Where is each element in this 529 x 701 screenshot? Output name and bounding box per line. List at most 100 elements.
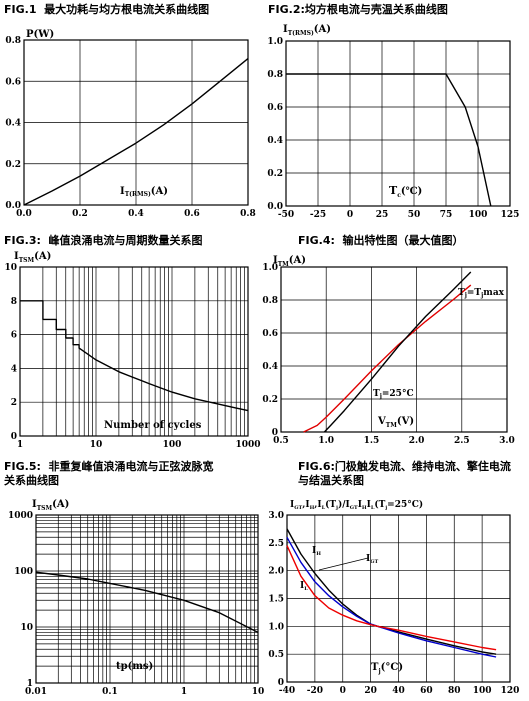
fig1-ylabel: P(W)	[26, 29, 54, 40]
fig5-ytick-label: 10	[20, 623, 33, 633]
fig4-ytick-label: 0.8	[262, 296, 278, 306]
fig6-leader-igt	[318, 557, 369, 571]
fig3-ytick-label: 8	[11, 297, 17, 307]
fig2-chart: -50 -25 0 25 50 75 100 125 0.0 0.2 0.4 0.6 0.8 1.0	[267, 37, 519, 220]
fig1-ytick-label: 0.8	[5, 36, 21, 46]
fig5-xtick-label: 0.1	[102, 687, 118, 697]
fig2-ytick-label: 1.0	[267, 37, 283, 47]
fig5-series-0-line	[35, 571, 259, 634]
fig4-xtick-label: 2.5	[454, 436, 470, 446]
fig6-label-il: IL	[300, 581, 308, 592]
fig1-frame	[23, 39, 249, 206]
fig5-xtick-label: 10	[252, 687, 265, 697]
fig4-xtick-label: 1.0	[318, 436, 334, 446]
fig6-ytick-label: 2.0	[268, 567, 284, 577]
fig2-xtick-label: 25	[376, 210, 389, 220]
fig4-series-0-line	[303, 284, 472, 433]
fig1-xtick-label: 0.2	[72, 209, 88, 219]
fig6-series-2-line	[286, 545, 497, 651]
fig6-label-igt: IGT	[366, 554, 378, 565]
fig3-xlabel: Number of cycles	[104, 420, 202, 431]
fig3-frame	[19, 266, 249, 437]
fig6-ylabel: IGT,IH,IL(Tj)/IGTIHIL(Tj=25°C)	[290, 499, 423, 511]
fig6-xtick-label: 20	[364, 686, 377, 696]
fig1-xtick-label: 0.6	[184, 209, 200, 219]
fig1-ytick-label: 0.4	[5, 119, 21, 129]
fig6-ytick-label: 2.5	[268, 539, 284, 549]
fig2-xtick-label: 125	[501, 210, 520, 220]
fig2-ytick-label: 0.8	[267, 70, 283, 80]
fig6-xlabel: Tj(°C)	[371, 662, 403, 675]
fig3-chart: 1 10 100 1000 0 2 4 6 8 10	[4, 263, 260, 450]
fig6-ytick-label: 0	[278, 678, 284, 688]
fig1-xtick-label: 0.8	[240, 209, 256, 219]
fig2-ytick-label: 0.6	[267, 103, 283, 113]
fig1-ytick-label: 0.0	[5, 201, 21, 211]
fig6-series-0-line	[286, 528, 497, 655]
fig1-ytick-label: 0.2	[5, 160, 21, 170]
fig6-xtick-label: 40	[392, 686, 405, 696]
fig2-ytick-label: 0.0	[267, 202, 283, 212]
fig5-xlabel: tp(ms)	[116, 661, 153, 672]
fig4-legend-tjmax: Tj=Tjmax	[458, 288, 505, 299]
fig3-series-0-line	[20, 300, 249, 412]
fig2-title: FIG.2:均方根电流与壳温关系曲线图	[268, 3, 448, 16]
fig1-chart: 0.0 0.2 0.4 0.6 0.8 0.0 0.2 0.4 0.6 0.8	[5, 36, 256, 219]
fig4-title: FIG.4: 输出特性图（最大值图）	[298, 234, 464, 247]
fig4-ylabel: ITM(A)	[273, 255, 306, 268]
fig4-xlabel: VTM(V)	[377, 416, 414, 429]
fig1-xtick-label: 0.4	[128, 209, 144, 219]
fig3-ytick-label: 4	[11, 364, 17, 374]
fig6-xtick-label: 0	[340, 686, 346, 696]
fig2-ytick-label: 0.4	[267, 136, 283, 146]
fig2-ylabel: IT(RMS)(A)	[283, 24, 331, 37]
fig3-ylabel: ITSM(A)	[14, 251, 51, 264]
fig6-xtick-label: 60	[420, 686, 433, 696]
fig4-xtick-label: 0.5	[273, 436, 289, 446]
fig5-xtick-label: 0.01	[25, 687, 47, 697]
fig6-xtick-label: -40	[279, 686, 295, 696]
fig5-ytick-label: 1	[27, 679, 33, 689]
fig6-chart: -40 -20 0 20 40 60 80 100 120 0 0.5 1.0 1.5 2.0 2.5 3.0	[268, 511, 519, 696]
fig4-xtick-label: 3.0	[499, 436, 515, 446]
fig4-ytick-label: 0.2	[262, 395, 278, 405]
fig4-frame	[280, 266, 508, 433]
fig3-xtick-label: 1000	[235, 440, 260, 450]
fig6-ytick-label: 3.0	[268, 511, 284, 521]
fig4-ytick-label: 0.4	[262, 362, 278, 372]
fig6-frame	[286, 514, 511, 683]
fig1-ytick-label: 0.6	[5, 77, 21, 87]
fig1-title: FIG.1 最大功耗与均方根电流关系曲线图	[4, 3, 210, 16]
fig5-chart: 0.01 0.1 1 10 1 10 100 1000	[8, 511, 264, 697]
fig6-title: FIG.6:门极触发电流、维持电流、擎住电流 与结温关系图	[298, 460, 511, 487]
fig4-ytick-label: 0	[272, 428, 278, 438]
fig4-ytick-label: 1.0	[262, 263, 278, 273]
fig1-xlabel: IT(RMS)(A)	[120, 186, 168, 198]
fig4-xtick-label: 2.0	[409, 436, 425, 446]
fig1-xtick-label: 0.0	[16, 209, 32, 219]
fig5-title: FIG.5: 非重复峰值浪涌电流与正弦波脉宽 关系曲线图	[4, 460, 214, 487]
fig2-xtick-label: -25	[310, 210, 326, 220]
fig5-xtick-label: 1	[181, 687, 187, 697]
fig6-xtick-label: 120	[501, 686, 520, 696]
fig3-title: FIG.3: 峰值浪涌电流与周期数量关系图	[4, 234, 203, 247]
fig4-ytick-label: 0.6	[262, 329, 278, 339]
fig6-ytick-label: 1.5	[268, 595, 284, 605]
fig6-ytick-label: 0.5	[268, 650, 284, 660]
fig5-ylabel: ITSM(A)	[32, 499, 69, 512]
fig3-ytick-label: 6	[11, 331, 17, 341]
fig3-xtick-label: 1	[17, 440, 23, 450]
fig3-xtick-label: 100	[163, 440, 182, 450]
fig3-ytick-label: 0	[11, 432, 17, 442]
fig4-chart: 0.5 1.0 1.5 2.0 2.5 3.0 0 0.2 0.4 0.6 0.8 1.0	[262, 263, 515, 446]
fig6-xtick-label: 100	[473, 686, 492, 696]
fig2-xtick-label: 100	[469, 210, 488, 220]
fig2-xtick-label: 50	[408, 210, 421, 220]
fig4-series-1-line	[323, 271, 472, 433]
fig3-xtick-label: 10	[90, 440, 103, 450]
fig5-frame	[35, 514, 259, 684]
fig6-ytick-label: 1.0	[268, 622, 284, 632]
fig2-xtick-label: -50	[278, 210, 294, 220]
fig2-xtick-label: 75	[440, 210, 453, 220]
